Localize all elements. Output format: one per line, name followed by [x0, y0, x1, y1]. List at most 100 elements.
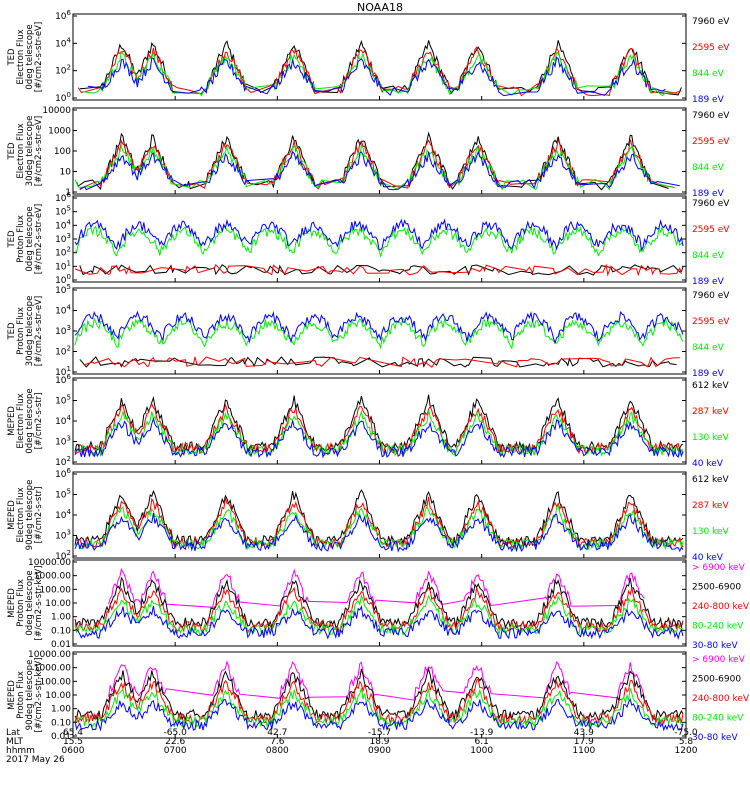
y-tick-label: 102 [55, 455, 71, 468]
series-trace [74, 143, 676, 191]
y-axis-label: TED [7, 230, 17, 249]
x-tick-mlt: 6.1 [475, 737, 489, 747]
x-tick-mlt: 7.6 [270, 737, 285, 747]
x-tick-lat: 65.4 [63, 728, 83, 738]
series-trace [76, 131, 669, 191]
x-tick-hhmm: 1100 [572, 746, 595, 756]
y-tick-label: 100.00 [40, 585, 72, 595]
legend-item: 2500-6900 [692, 583, 741, 593]
y-axis-label: 0deg telescope [25, 24, 35, 89]
panel-2: 1 10 100 1000 10000 TED Electron Flux 30deg tel… [7, 106, 730, 199]
y-axis-label: 30deg telescope [25, 116, 35, 187]
panel-1: 100 102 104 106 TED Electron Flux 0deg telesco… [7, 9, 730, 105]
y-tick-label: 100.00 [40, 677, 72, 687]
y-tick-label: 102 [55, 246, 71, 259]
y-tick-label: 100 [55, 273, 71, 286]
series-trace [74, 576, 684, 630]
y-tick-label: 106 [55, 467, 71, 480]
x-tick-hhmm: 0800 [266, 746, 289, 756]
y-axis-label: 90deg telescope [25, 660, 35, 731]
figure-title: NOAA18 [357, 1, 403, 14]
y-tick-label: 104 [55, 508, 71, 521]
y-axis-label: [#/cm2-s-str] [34, 393, 44, 450]
y-axis-label: Proton Flux [16, 307, 26, 355]
y-tick-label: 0.01 [51, 640, 71, 650]
y-axis-label: [#/cm2-s-str-keV] [34, 566, 44, 641]
y-axis-label: 0deg telescope [25, 388, 35, 453]
y-axis-label: 30deg telescope [25, 296, 35, 367]
series-trace [74, 489, 684, 548]
x-tick-mlt: 17.9 [574, 737, 594, 747]
series-trace [108, 660, 646, 701]
y-tick-label: 106 [55, 373, 71, 386]
y-axis-label: 0deg telescope [25, 206, 35, 271]
x-tick-hhmm: 1000 [470, 746, 493, 756]
legend-item: 612 keV [692, 475, 729, 485]
y-tick-label: 0.10 [51, 626, 71, 636]
series-trace [74, 218, 684, 252]
y-tick-label: 105 [55, 205, 71, 218]
y-axis-label: [#/cm2-s-str-eV] [34, 22, 44, 92]
legend-item: 189 eV [692, 369, 725, 379]
y-tick-label: 0.10 [51, 718, 71, 728]
y-tick-label: 105 [55, 283, 71, 296]
legend-item: 287 keV [692, 407, 729, 417]
series-trace [74, 409, 684, 457]
y-axis-label: [#/cm2-s-str-eV] [34, 204, 44, 274]
x-tick-lat: 43.9 [574, 728, 594, 738]
x-tick-hhmm: 0600 [62, 746, 85, 756]
series-trace [74, 687, 684, 728]
legend-item: 40 keV [692, 553, 724, 563]
legend-item: 2500-6900 [692, 675, 741, 685]
y-tick-label: 104 [55, 414, 71, 427]
legend-item: 189 eV [692, 277, 725, 287]
panel-4: 101 102 103 104 105 TED Proton Flux 30deg teles… [7, 283, 730, 379]
y-tick-label: 1000.00 [34, 664, 71, 674]
y-tick-label: 106 [55, 191, 71, 204]
y-axis-label: 0deg telescope [25, 570, 35, 635]
series-trace [79, 150, 680, 191]
x-tick-mlt: 22.6 [165, 737, 185, 747]
panel-frame [72, 13, 687, 101]
x-tick-lat: -13.9 [470, 728, 494, 738]
panel-8: 0.01 0.10 1.00 10.00 100.00 1000.00 10000.00 ME… [7, 650, 750, 743]
y-tick-label: 1.00 [51, 705, 71, 715]
legend-item: 130 keV [692, 527, 729, 537]
legend-item: 80-240 keV [692, 714, 744, 724]
y-tick-label: 101 [55, 365, 71, 378]
series-trace [87, 56, 666, 97]
panel-frame [72, 195, 687, 283]
legend-item: 240-800 keV [692, 602, 750, 612]
y-tick-label: 102 [55, 549, 71, 562]
legend-item: 844 eV [692, 163, 725, 173]
y-axis-label: Electron Flux [16, 393, 26, 448]
legend-item: 130 keV [692, 433, 729, 443]
legend-item: 7960 eV [692, 111, 730, 121]
y-axis-label: [#/cm2-s-str-eV] [34, 116, 44, 186]
y-tick-label: 104 [55, 36, 71, 49]
y-tick-label: 10000.00 [28, 650, 71, 660]
legend-item: > 6900 keV [692, 655, 746, 665]
legend-item: 40 keV [692, 459, 724, 469]
y-tick-label: 1000.00 [34, 572, 71, 582]
legend-item: 2595 eV [692, 137, 730, 147]
y-tick-label: 1000 [48, 127, 71, 137]
series-trace [77, 46, 682, 97]
y-axis-label: Proton Flux [16, 579, 26, 627]
series-trace [74, 225, 684, 259]
series-trace [79, 138, 674, 190]
x-tick-mlt: 15.5 [63, 737, 83, 747]
legend-item: 7960 eV [692, 199, 730, 209]
y-tick-label: 103 [55, 232, 71, 245]
y-tick-label: 102 [55, 345, 71, 358]
y-tick-label: 0.01 [51, 732, 71, 742]
y-axis-label: MEPED [7, 406, 17, 436]
y-tick-label: 10000.00 [28, 558, 71, 568]
y-axis-label: [#/cm2-s-str-keV] [34, 658, 44, 733]
legend-item: 2595 eV [692, 225, 730, 235]
series-trace [74, 496, 684, 550]
y-axis-label: Proton Flux [16, 671, 26, 719]
y-tick-label: 10.00 [45, 599, 71, 609]
legend-item: 189 eV [692, 189, 725, 199]
